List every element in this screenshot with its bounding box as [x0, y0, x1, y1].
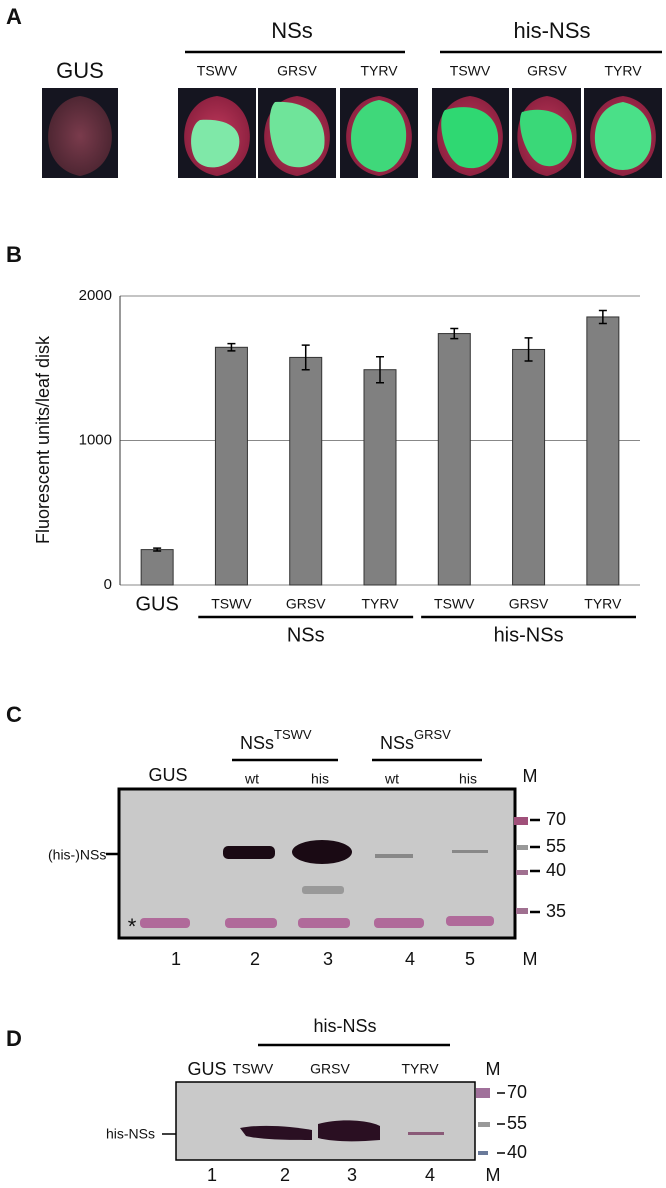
x-tick-label: TSWV: [434, 596, 475, 612]
y-tick-label: 0: [104, 576, 112, 593]
lane-number: 5: [465, 949, 475, 969]
control-label: GUS: [56, 58, 104, 83]
marker-size: 70: [507, 1082, 527, 1102]
virus-label: TYRV: [604, 63, 642, 79]
asterisk: *: [128, 914, 137, 939]
x-tick-label: GRSV: [509, 596, 549, 612]
blot: [175, 1081, 490, 1161]
construct-sup: TSWV: [274, 727, 312, 742]
group-label: his-NSs: [513, 18, 590, 43]
lane-number: M: [486, 1165, 501, 1185]
x-tick-label: GRSV: [286, 596, 326, 612]
band-label: his-NSs: [106, 1126, 155, 1142]
panel-letter: A: [6, 4, 22, 29]
bar: [363, 369, 397, 586]
virus-label: TSWV: [233, 1061, 274, 1077]
control-label: GUS: [148, 765, 187, 785]
x-tick-label: TYRV: [361, 596, 399, 612]
virus-label: GRSV: [277, 63, 317, 79]
bar: [437, 333, 471, 586]
x-tick-label: GUS: [135, 593, 178, 615]
error-bar: [301, 344, 310, 371]
blot: [117, 787, 528, 940]
marker-size: 55: [546, 836, 566, 856]
error-bar: [153, 547, 162, 552]
lane-type: wt: [244, 771, 259, 787]
construct-name: NSs: [380, 733, 414, 753]
x-tick-label: TYRV: [584, 596, 622, 612]
bar: [289, 356, 323, 586]
marker-size: 70: [546, 809, 566, 829]
virus-label: TYRV: [360, 63, 398, 79]
construct-sup: GRSV: [414, 727, 451, 742]
construct-label: NSsGRSV: [380, 727, 451, 752]
virus-label: GRSV: [527, 63, 567, 79]
error-bar: [450, 327, 459, 340]
lane-number: M: [523, 949, 538, 969]
group-label: NSs: [271, 18, 313, 43]
leaf-images: [42, 88, 662, 178]
lane-number: 2: [250, 949, 260, 969]
lane-type: wt: [384, 771, 399, 787]
y-tick-label: 2000: [79, 287, 112, 304]
bar: [586, 316, 620, 586]
virus-label: TSWV: [197, 63, 238, 79]
lane-number: 2: [280, 1165, 290, 1185]
bar: [512, 348, 546, 586]
error-bar: [524, 337, 533, 362]
error-bar: [376, 355, 384, 384]
lane-number: 4: [425, 1165, 435, 1185]
bar-chart: 0 1000 2000 GUS TSWV GRSV TYRV TSWV GRSV TYRV NSs h…: [79, 287, 640, 646]
marker-size: 55: [507, 1113, 527, 1133]
lane-number: 3: [323, 949, 333, 969]
panel-letter: D: [6, 1026, 22, 1051]
virus-label: TSWV: [450, 63, 491, 79]
band-label: (his-)NSs: [48, 847, 106, 863]
lane-type: his: [311, 771, 329, 787]
bar: [140, 549, 174, 586]
control-label: GUS: [187, 1059, 226, 1079]
marker-label: M: [523, 766, 538, 786]
marker-size: 35: [546, 901, 566, 921]
bar: [214, 346, 248, 586]
marker-label: M: [486, 1059, 501, 1079]
virus-label: TYRV: [401, 1061, 439, 1077]
x-tick-label: TSWV: [211, 596, 252, 612]
group-label: NSs: [287, 624, 325, 646]
panel-letter: C: [6, 702, 22, 727]
group-label: his-NSs: [313, 1016, 376, 1036]
lane-number: 1: [207, 1165, 217, 1185]
marker-size: 40: [546, 860, 566, 880]
panel-letter: B: [6, 242, 22, 267]
lane-number: 1: [171, 949, 181, 969]
y-axis-label: Fluorescent units/leaf disk: [33, 335, 53, 544]
group-label: his-NSs: [494, 624, 564, 646]
construct-name: NSs: [240, 733, 274, 753]
error-bar: [598, 309, 607, 325]
construct-label: NSsTSWV: [240, 727, 312, 752]
error-bar: [227, 342, 236, 352]
y-tick-label: 1000: [79, 431, 112, 448]
marker-size: 40: [507, 1142, 527, 1162]
lane-type: his: [459, 771, 477, 787]
virus-label: GRSV: [310, 1061, 350, 1077]
lane-number: 3: [347, 1165, 357, 1185]
lane-number: 4: [405, 949, 415, 969]
